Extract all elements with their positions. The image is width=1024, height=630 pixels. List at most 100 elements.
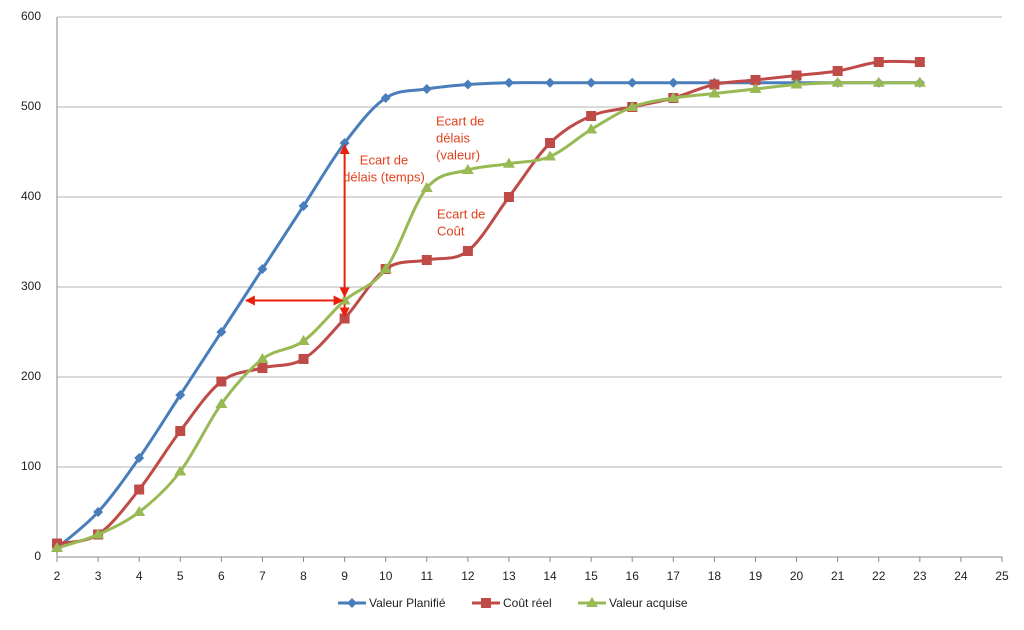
square-marker	[873, 57, 884, 67]
triangle-marker	[51, 542, 63, 552]
x-tick-label: 10	[379, 569, 393, 583]
x-tick-label: 14	[543, 569, 557, 583]
legend-item: Valeur acquise	[578, 596, 688, 610]
annotation: délais (temps)	[343, 169, 425, 184]
x-tick-label: 23	[913, 569, 927, 583]
square-marker	[481, 598, 491, 608]
square-marker	[791, 70, 802, 81]
square-marker	[914, 57, 925, 67]
x-tick-label: 13	[502, 569, 516, 583]
diamond-marker	[586, 77, 597, 88]
triangle-marker	[626, 101, 639, 111]
triangle-marker	[133, 506, 146, 516]
triangle-marker	[749, 83, 762, 93]
x-tick-label: 6	[218, 569, 225, 583]
square-marker	[257, 363, 268, 373]
x-tick-label: 16	[626, 569, 640, 583]
triangle-marker	[586, 597, 598, 607]
square-marker	[750, 75, 761, 85]
x-tick-label: 21	[831, 569, 845, 583]
square-marker	[586, 111, 597, 121]
square-marker	[339, 313, 350, 324]
x-tick-label: 25	[995, 569, 1009, 583]
legend-item: Valeur Planifié	[338, 596, 446, 610]
diamond-marker	[668, 77, 679, 88]
x-tick-label: 4	[136, 569, 143, 583]
annotation: Ecart de	[437, 206, 485, 221]
square-marker	[216, 376, 227, 387]
diamond-marker	[216, 327, 227, 337]
annotation: Ecart de	[436, 113, 484, 128]
y-tick-label: 500	[21, 99, 41, 113]
series-line	[56, 81, 920, 550]
x-tick-label: 20	[790, 569, 804, 583]
x-tick-label: 5	[177, 569, 184, 583]
square-marker	[503, 192, 514, 202]
x-tick-label: 17	[667, 569, 681, 583]
triangle-marker	[708, 87, 721, 98]
annotation: Ecart de	[360, 152, 408, 167]
diamond-marker	[298, 201, 309, 211]
square-marker	[462, 246, 473, 256]
triangle-marker	[831, 76, 844, 87]
square-marker	[175, 426, 186, 436]
diamond-marker	[627, 77, 638, 88]
diamond-marker	[93, 507, 104, 517]
x-tick-label: 22	[872, 569, 886, 583]
triangle-marker	[420, 182, 433, 192]
annotation: (valeur)	[436, 147, 480, 162]
diamond-marker	[545, 77, 556, 88]
triangle-marker	[872, 76, 885, 87]
triangle-marker	[174, 465, 187, 476]
series-line	[56, 59, 920, 545]
annotation: Coût	[437, 223, 465, 238]
x-tick-label: 15	[584, 569, 598, 583]
y-tick-label: 400	[21, 189, 41, 203]
diamond-marker	[134, 453, 145, 463]
y-tick-label: 600	[21, 9, 41, 23]
triangle-marker	[297, 335, 310, 345]
y-tick-label: 100	[21, 459, 41, 473]
square-marker	[298, 354, 309, 364]
y-tick-label: 200	[21, 369, 41, 383]
diamond-marker	[175, 390, 186, 400]
triangle-marker	[790, 78, 803, 89]
x-tick-label: 2	[54, 569, 61, 583]
annotation: délais	[436, 130, 470, 145]
triangle-marker	[544, 150, 557, 161]
triangle-marker	[585, 123, 598, 134]
legend-label: Valeur Planifié	[369, 596, 446, 610]
triangle-marker	[92, 528, 105, 539]
triangle-marker	[502, 157, 515, 168]
y-tick-label: 300	[21, 279, 41, 293]
x-tick-label: 9	[341, 569, 348, 583]
square-marker	[832, 66, 843, 76]
triangle-marker	[667, 92, 680, 102]
triangle-marker	[379, 263, 392, 273]
series-line	[56, 81, 920, 550]
triangle-marker	[461, 164, 474, 174]
x-tick-label: 19	[749, 569, 763, 583]
legend-item: Coût réel	[472, 596, 552, 610]
x-tick-label: 11	[421, 569, 434, 583]
diamond-marker	[347, 598, 357, 608]
y-tick-label: 0	[34, 549, 41, 563]
legend-label: Coût réel	[503, 596, 552, 610]
triangle-marker	[215, 398, 228, 408]
square-marker	[421, 255, 432, 265]
square-marker	[709, 79, 720, 90]
square-marker	[134, 484, 145, 495]
square-marker	[545, 138, 556, 148]
triangle-marker	[913, 76, 926, 87]
x-tick-label: 3	[95, 569, 102, 583]
diamond-marker	[421, 84, 432, 94]
diamond-marker	[462, 79, 473, 90]
legend-label: Valeur acquise	[609, 596, 688, 610]
x-tick-label: 12	[461, 569, 475, 583]
x-tick-label: 18	[708, 569, 722, 583]
x-tick-label: 24	[954, 569, 968, 583]
triangle-marker	[256, 353, 269, 363]
diamond-marker	[503, 77, 514, 88]
